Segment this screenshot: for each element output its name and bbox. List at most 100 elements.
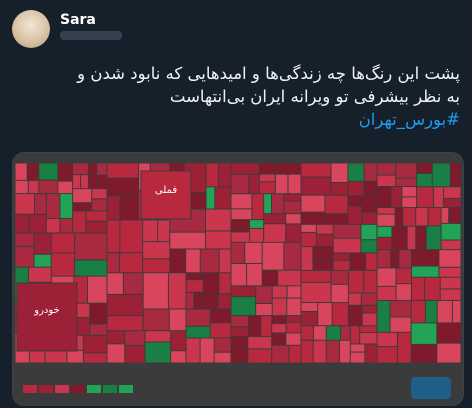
treemap-cell <box>27 163 39 180</box>
treemap-cell <box>143 273 168 309</box>
treemap-cell <box>417 187 433 208</box>
treemap-cell <box>428 208 441 226</box>
treemap-cell <box>332 303 348 326</box>
hashtag[interactable]: #بورس_تهران <box>358 110 460 129</box>
treemap-cell <box>170 232 205 249</box>
treemap-cell <box>107 178 139 196</box>
treemap-cell <box>318 303 332 326</box>
treemap-cell <box>348 270 364 293</box>
treemap-cell <box>340 340 350 363</box>
treemap-cell <box>426 226 441 250</box>
treemap-cell <box>107 220 120 253</box>
treemap-cell <box>218 163 231 187</box>
treemap-cell <box>366 253 377 270</box>
treemap-cell <box>390 300 411 317</box>
treemap-cell <box>452 300 461 323</box>
treemap-cell <box>259 182 275 194</box>
treemap-cell <box>125 345 145 363</box>
treemap-cell <box>264 214 286 224</box>
treemap-cell <box>200 249 219 273</box>
treemap-cell <box>145 331 171 342</box>
treemap-cell <box>361 293 377 305</box>
treemap-cell <box>60 194 73 218</box>
treemap-cell <box>360 326 377 332</box>
treemap-cell <box>107 273 123 294</box>
treemap-cell <box>250 220 264 228</box>
treemap-cell <box>261 316 272 336</box>
treemap-cell <box>171 331 186 351</box>
treemap-cell <box>350 352 365 363</box>
treemap-cell <box>145 342 171 363</box>
treemap-cell <box>377 187 391 208</box>
treemap-cell <box>231 174 249 194</box>
treemap-cell <box>341 326 350 340</box>
treemap-cell <box>364 163 377 181</box>
treemap-cell <box>107 331 125 344</box>
treemap-cell <box>271 194 284 214</box>
treemap-cell <box>377 208 395 214</box>
treemap-cell <box>301 282 331 303</box>
treemap-cell <box>88 163 97 175</box>
treemap-cell <box>439 267 461 277</box>
treemap-cell <box>158 220 170 242</box>
treemap-cell <box>348 293 361 305</box>
treemap-cell <box>210 309 231 323</box>
treemap-cell <box>90 324 107 335</box>
treemap-cell <box>333 260 350 270</box>
treemap-cell <box>15 246 34 267</box>
treemap-cell <box>407 226 416 250</box>
treemap-cell <box>441 223 461 240</box>
treemap-cell <box>252 194 264 220</box>
treemap-cell <box>377 250 391 268</box>
author-name[interactable]: Sara <box>60 12 96 28</box>
legend-swatch <box>103 385 117 393</box>
treemap-cell <box>51 233 75 253</box>
treemap-cell <box>396 268 411 284</box>
treemap-cell <box>301 212 325 224</box>
treemap-cell <box>362 196 377 212</box>
treemap-cell <box>441 208 449 223</box>
treemap-cell <box>86 221 107 233</box>
treemap-cell <box>231 336 248 347</box>
treemap-cell <box>143 242 170 259</box>
avatar[interactable] <box>12 10 50 48</box>
treemap-cell <box>331 183 348 195</box>
treemap-cell <box>92 199 107 211</box>
treemap-cell <box>231 209 252 220</box>
treemap-cell <box>123 273 143 294</box>
treemap-cell <box>34 254 51 267</box>
treemap-cell <box>186 249 200 273</box>
treemap-cell <box>186 309 210 326</box>
treemap-cell <box>331 284 348 303</box>
attached-image[interactable]: فملی خودرو <box>12 152 464 406</box>
treemap-cell <box>439 250 461 267</box>
author-handle <box>60 31 122 40</box>
treemap-cell <box>392 226 407 250</box>
treemap-cell <box>433 187 444 208</box>
treemap-cell <box>231 347 248 363</box>
treemap-cell <box>301 232 316 247</box>
treemap-cell <box>245 242 262 264</box>
treemap-cell <box>51 253 75 276</box>
treemap-cell <box>301 247 313 270</box>
treemap-cell <box>301 326 313 340</box>
treemap-cell <box>286 214 301 224</box>
treemap-cell <box>286 224 301 242</box>
cell-label: فملی <box>155 185 177 196</box>
treemap-cell <box>231 327 248 336</box>
treemap-cell <box>262 270 278 286</box>
treemap-cell <box>287 298 301 316</box>
treemap-cell <box>107 316 143 331</box>
treemap-cell <box>35 194 46 214</box>
treemap-cell <box>107 344 125 363</box>
treemap-cell <box>39 180 58 194</box>
treemap-cell <box>73 211 86 233</box>
treemap-cell <box>231 286 256 297</box>
treemap-cell <box>231 242 245 264</box>
treemap-cell <box>440 277 461 289</box>
treemap-cell <box>249 174 259 194</box>
treemap-cell <box>218 294 231 309</box>
treemap-cell <box>348 196 362 206</box>
treemap-cell <box>397 332 411 363</box>
